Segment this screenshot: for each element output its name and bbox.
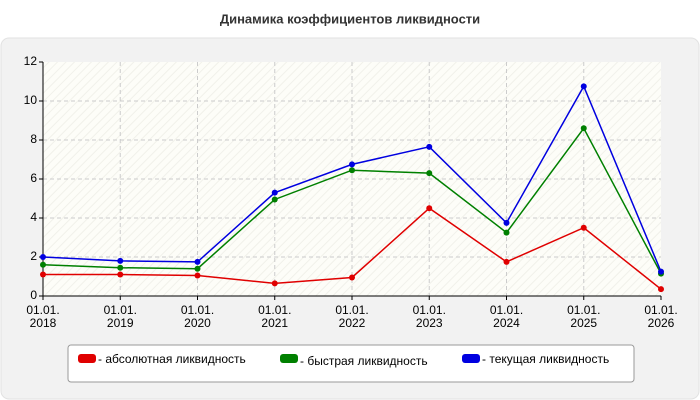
y-tick-label: 6 bbox=[30, 171, 37, 185]
legend-swatch bbox=[78, 354, 96, 363]
legend-label: - текущая ликвидность bbox=[482, 352, 609, 366]
point bbox=[349, 161, 355, 168]
point bbox=[426, 170, 433, 177]
point bbox=[580, 125, 587, 132]
x-tick-label: 01.01. 2023 bbox=[413, 303, 446, 330]
point bbox=[580, 224, 587, 231]
point bbox=[658, 268, 664, 275]
y-tick-label: 0 bbox=[30, 288, 37, 302]
point bbox=[271, 189, 278, 196]
x-tick-label: 01.01. 2020 bbox=[181, 303, 214, 330]
x-tick-label: 01.01. 2025 bbox=[567, 303, 600, 330]
point bbox=[194, 258, 201, 265]
point bbox=[40, 254, 46, 260]
legend-label: - быстрая ликвидность bbox=[300, 354, 428, 368]
point bbox=[117, 264, 124, 271]
y-tick-label: 10 bbox=[24, 93, 38, 107]
legend-swatch bbox=[280, 354, 298, 363]
point bbox=[194, 265, 201, 272]
y-tick-label: 2 bbox=[30, 249, 37, 263]
point bbox=[40, 261, 46, 268]
x-tick-label: 01.01. 2019 bbox=[104, 303, 137, 330]
point bbox=[349, 167, 355, 174]
point bbox=[40, 271, 46, 278]
point bbox=[503, 229, 510, 236]
y-tick-label: 8 bbox=[30, 132, 37, 146]
point bbox=[271, 280, 278, 287]
legend-swatch bbox=[462, 354, 480, 363]
y-tick-label: 4 bbox=[30, 210, 37, 224]
point bbox=[658, 286, 664, 293]
x-tick-label: 01.01. 2018 bbox=[26, 303, 59, 330]
point bbox=[271, 196, 278, 203]
chart-title: Динамика коэффициентов ликвидности bbox=[220, 11, 480, 26]
point bbox=[426, 143, 433, 150]
x-tick-label: 01.01. 2026 bbox=[644, 303, 677, 330]
point bbox=[349, 274, 355, 281]
x-tick-label: 01.01. 2021 bbox=[258, 303, 291, 330]
point bbox=[503, 258, 510, 265]
point bbox=[117, 271, 124, 278]
point bbox=[117, 257, 124, 264]
point bbox=[503, 219, 510, 226]
point bbox=[426, 205, 433, 212]
y-tick-label: 12 bbox=[24, 54, 38, 68]
legend-label: - абсолютная ликвидность bbox=[98, 352, 246, 366]
point bbox=[580, 83, 587, 90]
x-tick-label: 01.01. 2022 bbox=[335, 303, 368, 330]
point bbox=[194, 272, 201, 279]
x-tick-label: 01.01. 2024 bbox=[490, 303, 523, 330]
legend bbox=[67, 344, 635, 383]
